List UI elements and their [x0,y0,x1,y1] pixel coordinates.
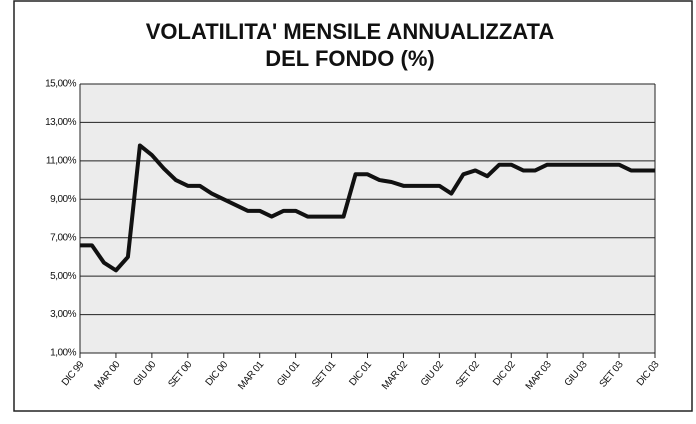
y-tick-label: 5,00% [50,271,76,282]
chart-title: VOLATILITA' MENSILE ANNUALIZZATA [146,19,555,44]
y-tick-label: 9,00% [50,194,76,205]
y-tick-label: 11,00% [46,155,77,166]
y-tick-label: 13,00% [45,117,77,128]
y-tick-label: 3,00% [50,309,76,320]
line-series [80,143,655,273]
y-tick-label: 15,00% [45,79,77,90]
y-tick-label: 1,00% [50,348,76,359]
plot-area [80,84,655,353]
y-tick-label: 7,00% [50,232,76,243]
chart-title: DEL FONDO (%) [265,46,434,71]
